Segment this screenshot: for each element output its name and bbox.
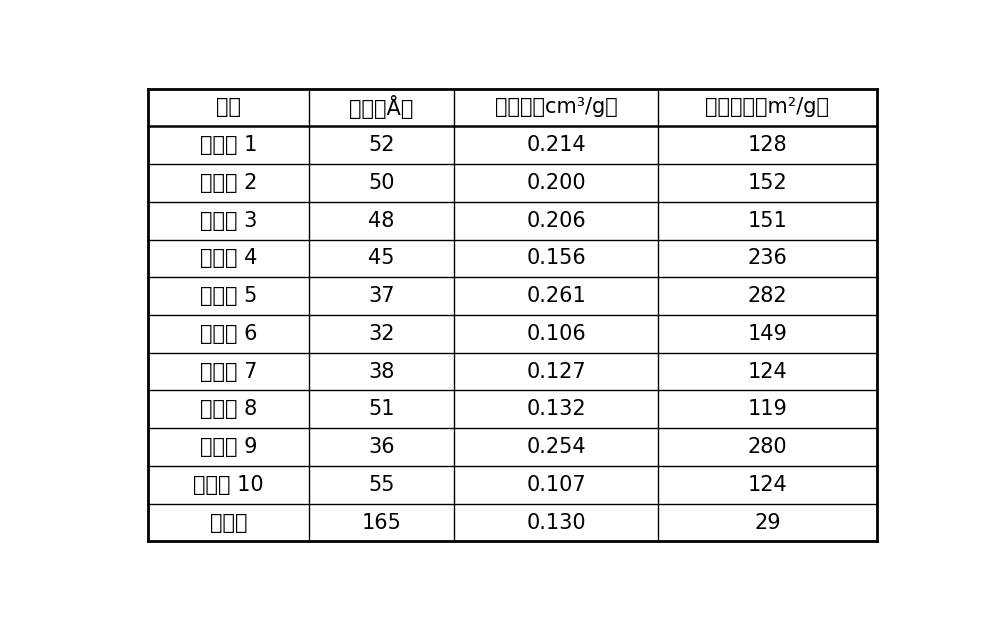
Text: 45: 45 — [368, 248, 395, 269]
Text: 282: 282 — [748, 286, 787, 306]
Text: 0.214: 0.214 — [526, 135, 586, 155]
Text: 实施例 6: 实施例 6 — [200, 324, 257, 344]
Text: 0.254: 0.254 — [526, 437, 586, 457]
Text: 实施例 1: 实施例 1 — [200, 135, 257, 155]
Text: 实施例 8: 实施例 8 — [200, 399, 257, 419]
Text: 50: 50 — [368, 173, 395, 193]
Text: 36: 36 — [368, 437, 395, 457]
Text: 280: 280 — [748, 437, 787, 457]
Text: 实施例 5: 实施例 5 — [200, 286, 257, 306]
Text: 0.130: 0.130 — [526, 513, 586, 532]
Text: 51: 51 — [368, 399, 395, 419]
Text: 48: 48 — [368, 210, 395, 231]
Text: 152: 152 — [748, 173, 787, 193]
Text: 孔径（Å）: 孔径（Å） — [349, 95, 414, 119]
Text: 比表面积（m²/g）: 比表面积（m²/g） — [705, 97, 829, 118]
Text: 0.206: 0.206 — [526, 210, 586, 231]
Text: 29: 29 — [754, 513, 781, 532]
Text: 0.200: 0.200 — [526, 173, 586, 193]
Text: 236: 236 — [748, 248, 787, 269]
Text: 实施例 4: 实施例 4 — [200, 248, 257, 269]
Text: 实施例 7: 实施例 7 — [200, 361, 257, 381]
Text: 128: 128 — [748, 135, 787, 155]
Text: 55: 55 — [368, 475, 395, 495]
Text: 165: 165 — [361, 513, 401, 532]
Text: 32: 32 — [368, 324, 395, 344]
Text: 孔体积（cm³/g）: 孔体积（cm³/g） — [495, 97, 618, 118]
Text: 对比例: 对比例 — [210, 513, 247, 532]
Text: 实施例 2: 实施例 2 — [200, 173, 257, 193]
Text: 38: 38 — [368, 361, 395, 381]
Text: 124: 124 — [748, 361, 787, 381]
Text: 0.107: 0.107 — [526, 475, 586, 495]
Text: 0.106: 0.106 — [526, 324, 586, 344]
Text: 0.127: 0.127 — [526, 361, 586, 381]
Text: 52: 52 — [368, 135, 395, 155]
Text: 119: 119 — [748, 399, 787, 419]
Text: 124: 124 — [748, 475, 787, 495]
Text: 151: 151 — [748, 210, 787, 231]
Text: 37: 37 — [368, 286, 395, 306]
Text: 实施例 3: 实施例 3 — [200, 210, 257, 231]
Text: 149: 149 — [748, 324, 787, 344]
Text: 0.261: 0.261 — [526, 286, 586, 306]
Text: 0.156: 0.156 — [526, 248, 586, 269]
Text: 实施例 9: 实施例 9 — [200, 437, 257, 457]
Text: 0.132: 0.132 — [526, 399, 586, 419]
Text: 编号: 编号 — [216, 97, 241, 118]
Text: 实施例 10: 实施例 10 — [193, 475, 264, 495]
